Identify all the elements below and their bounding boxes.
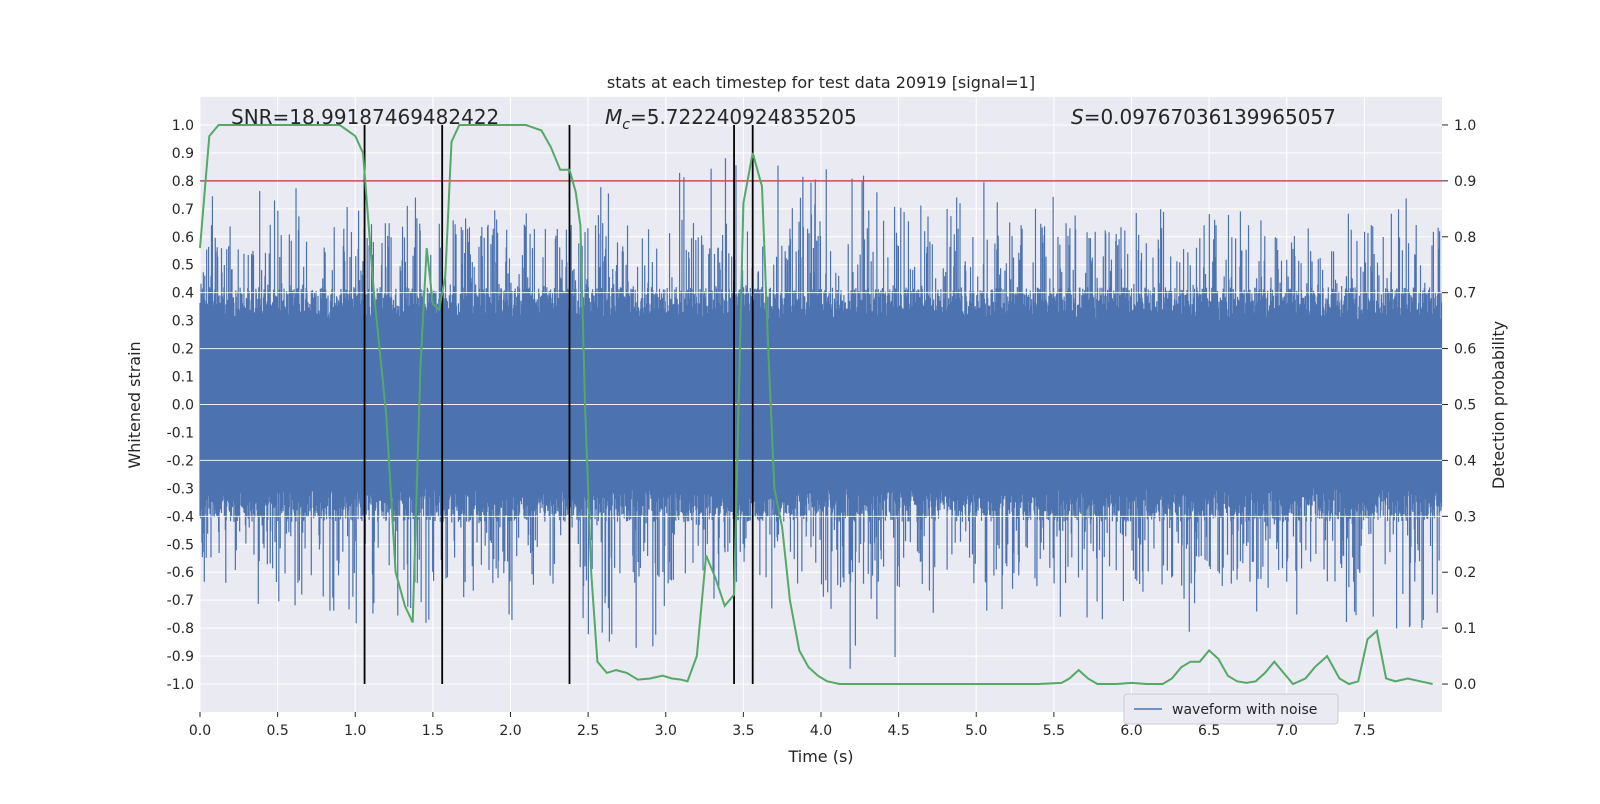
x-tick-label: 3.0 (655, 723, 677, 739)
y-tick-label-left: -1.0 (167, 677, 194, 693)
vertical-markers (363, 124, 754, 685)
y-tick-label-left: -0.8 (167, 621, 194, 637)
s-value: =0.09767036139965057 (1084, 105, 1336, 129)
y-axis-label-right: Detection probability (1489, 321, 1508, 489)
y-tick-label-left: 1.0 (172, 118, 194, 134)
y-tick-label-right: 0.9 (1454, 174, 1476, 190)
y-tick-label-left: 0.1 (172, 370, 194, 386)
y-tick-label-right: 0.6 (1454, 342, 1476, 358)
y-tick-label-right: 0.3 (1454, 509, 1476, 525)
waveform-series (199, 158, 1443, 669)
y-tick-label-right: 0.1 (1454, 621, 1476, 637)
x-tick-label: 7.0 (1276, 723, 1298, 739)
x-tick-label: 1.5 (422, 723, 444, 739)
x-tick-label: 0.0 (189, 723, 211, 739)
chart-title: stats at each timestep for test data 209… (607, 73, 1035, 92)
y-tick-label-right: 0.7 (1454, 286, 1476, 302)
x-tick-label: 7.5 (1353, 723, 1375, 739)
s-symbol: S (1071, 105, 1084, 129)
y-axis-label-left: Whitened strain (125, 341, 144, 468)
x-tick-label: 5.5 (1043, 723, 1065, 739)
y-tick-label-left: 0.6 (172, 230, 194, 246)
x-tick-label: 6.0 (1120, 723, 1142, 739)
mc-symbol: M (605, 105, 622, 129)
mc-annotation: Mc=5.722240924835205 (605, 105, 857, 133)
y-tick-label-left: -0.2 (167, 453, 194, 469)
y-tick-label-left: 0.9 (172, 146, 194, 162)
legend-box (1123, 693, 1339, 725)
y-tick-label-left: -0.6 (167, 565, 194, 581)
ticks: 0.0 0.5 1.0 1.5 2.0 2.5 3.0 3.5 4.0 4.5 5.0 5.5 6.0 6… (167, 118, 1477, 739)
x-tick-label: 5.0 (965, 723, 987, 739)
mc-subscript: c (622, 117, 630, 133)
y-tick-label-left: -0.1 (167, 425, 194, 441)
y-tick-label-left: 0.8 (172, 174, 194, 190)
snr-annotation: SNR=18.99187469482422 (231, 105, 499, 129)
y-tick-label-left: 0.0 (172, 398, 194, 414)
x-tick-label: 2.5 (577, 723, 599, 739)
x-tick-label: 6.5 (1198, 723, 1220, 739)
probability-series (199, 124, 1433, 686)
y-tick-label-left: -0.4 (167, 509, 194, 525)
probability-line (199, 124, 1433, 686)
y-tick-label-left: -0.3 (167, 481, 194, 497)
y-tick-label-left: 0.3 (172, 314, 194, 330)
y-tick-label-left: 0.5 (172, 258, 194, 274)
y-tick-label-right: 1.0 (1454, 118, 1476, 134)
y-tick-label-right: 0.8 (1454, 230, 1476, 246)
y-tick-label-left: -0.7 (167, 593, 194, 609)
mc-value: =5.722240924835205 (630, 105, 857, 129)
y-tick-label-right: 0.2 (1454, 565, 1476, 581)
legend: waveform with noise (1123, 693, 1339, 725)
x-tick-label: 4.0 (810, 723, 832, 739)
x-tick-label: 4.5 (887, 723, 909, 739)
y-tick-label-right: 0.4 (1454, 453, 1476, 469)
legend-entry-waveform: waveform with noise (1172, 702, 1317, 718)
y-tick-label-right: 0.5 (1454, 398, 1476, 414)
x-axis-label: Time (s) (787, 747, 853, 766)
y-tick-label-left: 0.4 (172, 286, 194, 302)
y-tick-label-left: 0.7 (172, 202, 194, 218)
x-tick-label: 2.0 (499, 723, 521, 739)
x-tick-label: 3.5 (732, 723, 754, 739)
x-tick-label: 1.0 (344, 723, 366, 739)
s-annotation: S=0.09767036139965057 (1071, 105, 1336, 129)
y-tick-label-left: -0.9 (167, 649, 194, 665)
x-tick-label: 0.5 (266, 723, 288, 739)
waveform-line (199, 158, 1443, 669)
y-tick-label-right: 0.0 (1454, 677, 1476, 693)
y-tick-label-left: -0.5 (167, 537, 194, 553)
y-tick-label-left: 0.2 (172, 342, 194, 358)
